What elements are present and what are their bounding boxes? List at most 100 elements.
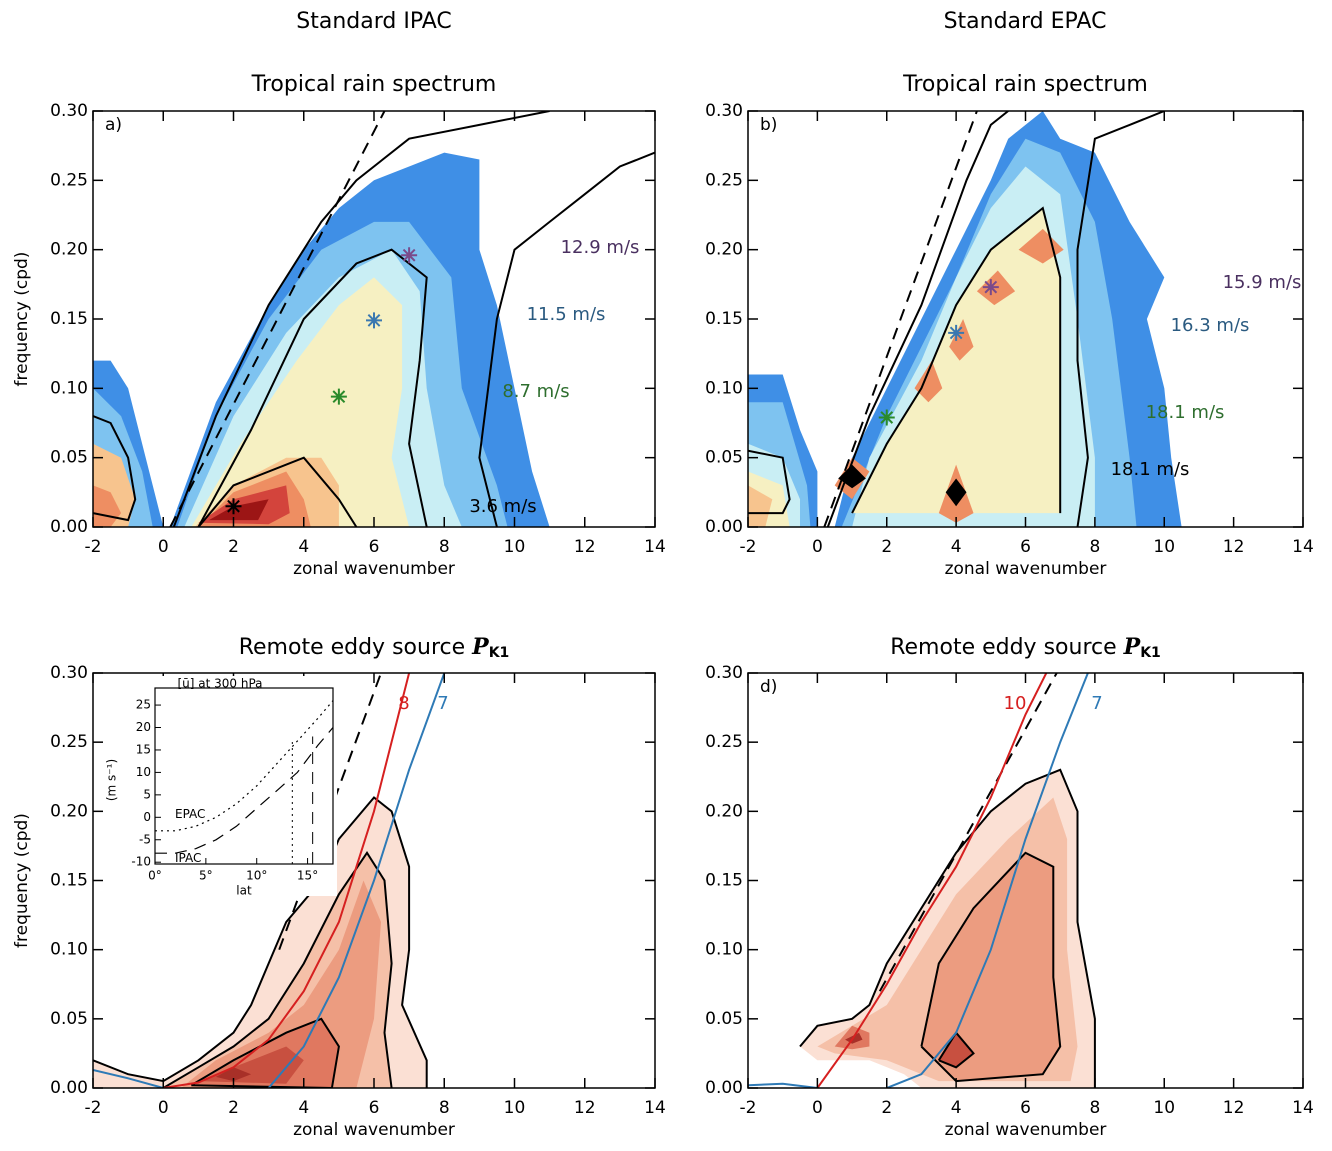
- x-tick-label: 4: [951, 537, 962, 557]
- panel-title: Remote eddy source PK1: [239, 634, 510, 661]
- y-tick-label: 0.20: [705, 240, 743, 260]
- inset-line: [155, 700, 334, 832]
- dispersion-curve: [886, 673, 1089, 1088]
- panel-label: a): [105, 115, 122, 135]
- x-tick-label: 8: [1089, 537, 1100, 557]
- star-marker: [330, 388, 347, 405]
- star-marker: [982, 279, 999, 296]
- inset-x-tick-label: 10°: [246, 869, 267, 883]
- x-tick-label: -2: [85, 1098, 102, 1118]
- x-tick-label: 14: [1292, 1098, 1314, 1118]
- x-axis-label: zonal wavenumber: [945, 559, 1107, 579]
- contour-fill: [215, 1067, 252, 1082]
- x-tick-label: -2: [85, 537, 102, 557]
- column-title: Standard EPAC: [944, 9, 1107, 34]
- contour-line: [1076, 111, 1165, 527]
- contour-fill: [1018, 228, 1064, 264]
- y-tick-label: 0.00: [705, 517, 743, 537]
- x-axis-label: zonal wavenumber: [293, 1120, 455, 1140]
- title-subscript: K1: [1140, 645, 1161, 661]
- dispersion-curve: [748, 1082, 818, 1088]
- speed-annotation: 18.1 m/s: [1111, 459, 1190, 480]
- star-marker: [878, 409, 895, 426]
- inset-x-tick-label: 5°: [199, 869, 213, 883]
- curve-label: 10: [1004, 693, 1027, 714]
- y-tick-label: 0.10: [705, 378, 743, 398]
- y-axis-label: frequency (cpd): [12, 813, 32, 948]
- contour-line: [478, 151, 655, 527]
- inset-series-label: EPAC: [175, 807, 205, 821]
- x-tick-label: 6: [369, 1098, 380, 1118]
- contour-line: [920, 851, 1062, 1083]
- y-tick-label: 0.25: [705, 170, 743, 190]
- title-text: Remote eddy source: [890, 635, 1116, 660]
- x-tick-label: 2: [228, 537, 239, 557]
- y-tick-label: 0.05: [50, 448, 88, 468]
- panel-title: Tropical rain spectrum: [902, 72, 1148, 97]
- star-marker: [948, 324, 965, 341]
- x-tick-label: 10: [1153, 1098, 1175, 1118]
- star-marker: [366, 312, 382, 329]
- contour-fill: [945, 478, 967, 507]
- title-text: Tropical rain spectrum: [251, 72, 497, 97]
- x-tick-label: 14: [644, 537, 666, 557]
- inset-y-tick-label: 10: [136, 765, 151, 779]
- contour-line: [937, 1031, 975, 1069]
- x-tick-label: 6: [1020, 1098, 1031, 1118]
- inset-title: [ū] at 300 hPa: [177, 677, 262, 691]
- inset-y-tick-label: 20: [136, 720, 151, 734]
- y-tick-label: 0.30: [50, 101, 88, 121]
- contour-fill: [191, 277, 410, 527]
- y-tick-label: 0.00: [50, 1078, 88, 1098]
- y-tick-label: 0.30: [50, 663, 88, 683]
- y-tick-label: 0.25: [50, 170, 88, 190]
- x-tick-label: 8: [1089, 1098, 1100, 1118]
- y-tick-label: 0.15: [50, 871, 88, 891]
- contour-fill: [914, 360, 943, 403]
- y-axis-label: frequency (cpd): [12, 252, 32, 387]
- x-tick-label: 10: [504, 1098, 526, 1118]
- x-tick-label: -2: [740, 537, 757, 557]
- y-tick-label: 0.20: [50, 240, 88, 260]
- star-marker: [225, 498, 242, 515]
- inset-y-tick-label: 15: [136, 742, 151, 756]
- contour-fill: [748, 485, 773, 527]
- y-tick-label: 0.05: [705, 1009, 743, 1029]
- speed-annotation: 11.5 m/s: [527, 304, 606, 325]
- column-title: Standard IPAC: [296, 9, 451, 34]
- dashed-line: [169, 111, 386, 527]
- inset-y-tick-label: -5: [139, 832, 151, 846]
- x-tick-label: 2: [881, 1098, 892, 1118]
- x-tick-label: 14: [1292, 537, 1314, 557]
- x-tick-label: -2: [740, 1098, 757, 1118]
- contour-line: [197, 248, 428, 527]
- x-tick-label: 10: [504, 537, 526, 557]
- x-tick-label: 4: [298, 537, 309, 557]
- inset-frame: [154, 687, 334, 865]
- curve-label: 7: [437, 693, 448, 714]
- y-tick-label: 0.05: [705, 448, 743, 468]
- contour-fill: [208, 499, 269, 521]
- x-axis-label: zonal wavenumber: [945, 1120, 1107, 1140]
- x-tick-label: 8: [439, 1098, 450, 1118]
- y-tick-label: 0.10: [705, 940, 743, 960]
- x-tick-label: 12: [1223, 537, 1245, 557]
- contour-fill: [938, 1032, 974, 1068]
- y-tick-label: 0.00: [50, 517, 88, 537]
- inset-y-label: (m s⁻¹): [105, 759, 119, 801]
- y-tick-label: 0.30: [705, 663, 743, 683]
- panel-title: Remote eddy source PK1: [890, 634, 1161, 661]
- panel-label: b): [760, 115, 777, 135]
- plot-area: [748, 673, 1096, 1088]
- inset-x-label: lat: [236, 884, 252, 898]
- curve-label: 7: [1091, 693, 1102, 714]
- x-tick-label: 14: [644, 1098, 666, 1118]
- dispersion-curve: [267, 673, 446, 1088]
- y-tick-label: 0.25: [705, 732, 743, 752]
- contour-line: [826, 111, 1009, 527]
- x-tick-label: 0: [158, 1098, 169, 1118]
- y-tick-label: 0.20: [50, 801, 88, 821]
- dispersion-curve: [93, 1069, 164, 1088]
- inset-series-label: IPAC: [175, 851, 201, 865]
- curve-label: 8: [398, 693, 409, 714]
